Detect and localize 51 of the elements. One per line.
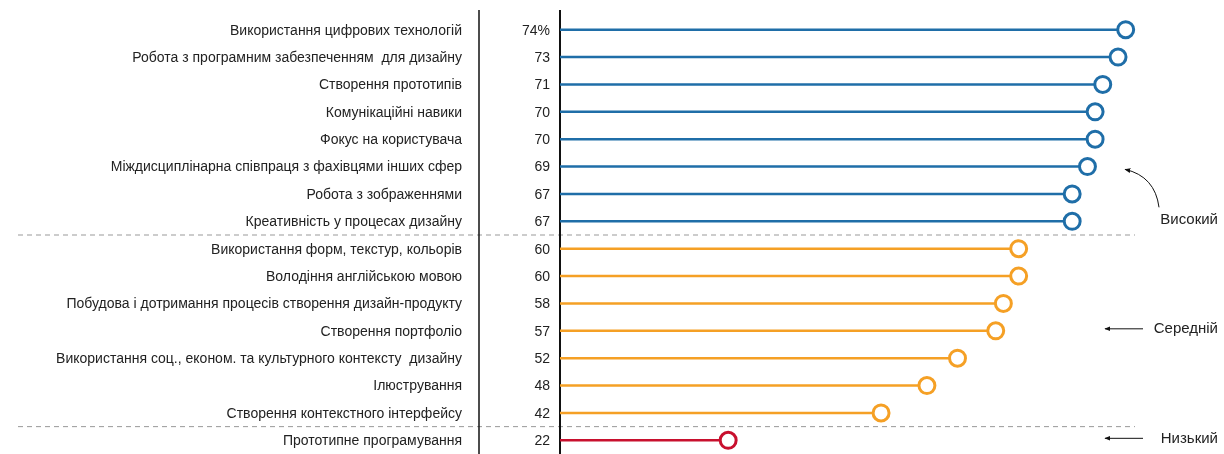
- data-label: 22: [534, 432, 551, 449]
- point: [1108, 47, 1128, 67]
- y-tick-label: Міждисциплінарна співпраця з фахівцями інших сфер: [110, 158, 463, 175]
- data-label: 71: [534, 76, 551, 93]
- point: [1077, 157, 1097, 177]
- text: Низький: [1160, 428, 1218, 446]
- point: [1093, 74, 1113, 94]
- y-tick-label: Креативність у процесах дизайну: [245, 213, 462, 230]
- point: [1085, 129, 1105, 149]
- y-tick-label: Побудова і дотримання процесів створення дизайн-продукту: [66, 295, 462, 312]
- data-label: 70: [534, 131, 551, 148]
- y-tick-label: Створення портфоліо: [320, 322, 463, 339]
- y-tick-label: Робота з зображеннями: [306, 185, 462, 202]
- point: [1116, 20, 1136, 40]
- data-label: 74%: [521, 21, 550, 38]
- y-tick-label: Фокус на користувача: [320, 131, 463, 148]
- point: [1009, 266, 1029, 286]
- y-tick-label: Робота з програмним забезпеченням для дизайну: [132, 48, 462, 65]
- data-label: 67: [534, 213, 551, 230]
- data-label: 48: [534, 377, 551, 394]
- point: [718, 430, 738, 450]
- point: [1009, 239, 1029, 259]
- data-label: 58: [534, 295, 551, 312]
- y-tick-label: Прототипне програмування: [282, 432, 462, 449]
- y-tick-label: Використання соц., економ. та культурного контексту дизайну: [56, 350, 462, 367]
- data-label: 70: [534, 103, 551, 120]
- text: Середній: [1153, 319, 1218, 337]
- y-tick-label: Комунікаційні навики: [325, 103, 462, 120]
- point: [917, 376, 937, 396]
- y-tick-label: Створення прототипів: [318, 76, 462, 93]
- data-label: 52: [534, 350, 551, 367]
- point: [986, 321, 1006, 341]
- data-label: 67: [534, 185, 551, 202]
- point: [1062, 211, 1082, 231]
- y-tick-label: Використання цифрових технологій: [230, 21, 462, 38]
- point: [993, 293, 1013, 313]
- data-label: 57: [534, 322, 551, 339]
- point: [948, 348, 967, 368]
- y-tick-label: Ілюстрування: [373, 377, 462, 394]
- data-label: 42: [534, 404, 551, 421]
- data-label: 69: [534, 158, 551, 175]
- data-label: 60: [534, 267, 551, 284]
- point: [1062, 184, 1082, 204]
- text: Високий: [1160, 209, 1218, 227]
- data-label: 73: [534, 48, 551, 65]
- y-tick-label: Використання форм, текстур, кольорів: [211, 240, 462, 257]
- data-label: 60: [534, 240, 551, 257]
- y-tick-label: Володіння англійською мовою: [266, 267, 462, 284]
- point: [871, 403, 891, 423]
- y-tick-label: Створення контекстного інтерфейсу: [226, 404, 462, 421]
- point: [1085, 102, 1105, 122]
